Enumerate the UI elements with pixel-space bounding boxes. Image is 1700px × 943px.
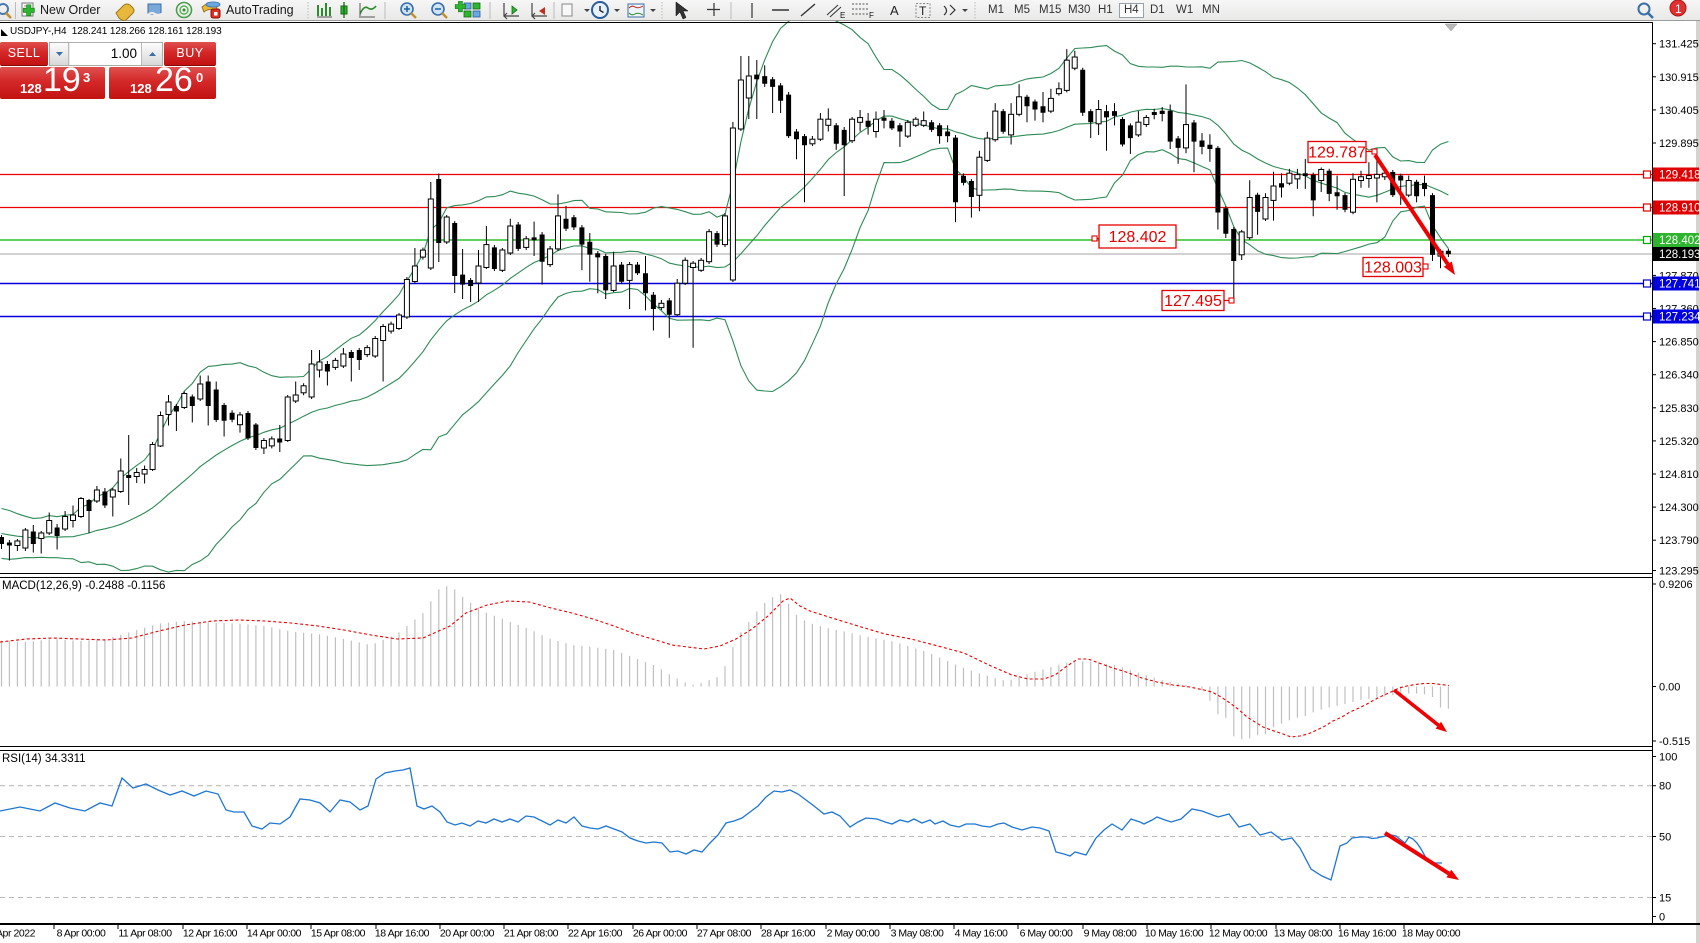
svg-text:6 May 00:00: 6 May 00:00 <box>1020 928 1073 940</box>
svg-text:130.915: 130.915 <box>1659 72 1699 84</box>
svg-text:20 Apr 00:00: 20 Apr 00:00 <box>440 928 495 940</box>
svg-text:15: 15 <box>1659 893 1671 905</box>
svg-text:0: 0 <box>1659 912 1665 924</box>
svg-text:128.003: 128.003 <box>1364 260 1422 277</box>
svg-text:80: 80 <box>1659 781 1671 793</box>
svg-text:4 May 16:00: 4 May 16:00 <box>955 928 1008 940</box>
svg-text:2 May 00:00: 2 May 00:00 <box>827 928 880 940</box>
svg-text:13 May 08:00: 13 May 08:00 <box>1274 928 1333 940</box>
svg-text:123.295: 123.295 <box>1659 566 1699 578</box>
svg-text:123.790: 123.790 <box>1659 535 1699 547</box>
svg-text:0.9206: 0.9206 <box>1659 579 1693 591</box>
svg-text:127.741: 127.741 <box>1659 279 1700 291</box>
svg-text:F: F <box>869 11 874 20</box>
svg-text:129.418: 129.418 <box>1659 170 1700 182</box>
svg-text:131.425: 131.425 <box>1659 39 1699 51</box>
svg-text:15 Apr 08:00: 15 Apr 08:00 <box>311 928 366 940</box>
svg-text:A: A <box>890 3 899 18</box>
svg-text:128.910: 128.910 <box>1659 203 1700 215</box>
svg-text:8 Apr 00:00: 8 Apr 00:00 <box>57 928 106 940</box>
svg-text:22 Apr 16:00: 22 Apr 16:00 <box>568 928 623 940</box>
svg-text:130.405: 130.405 <box>1659 105 1699 117</box>
svg-text:128.193: 128.193 <box>1659 249 1700 261</box>
svg-text:16 May 16:00: 16 May 16:00 <box>1338 928 1397 940</box>
svg-text:11 Apr 08:00: 11 Apr 08:00 <box>118 928 172 940</box>
svg-text:12 May 00:00: 12 May 00:00 <box>1209 928 1268 940</box>
svg-text:1: 1 <box>1675 2 1682 16</box>
svg-text:T: T <box>919 4 927 18</box>
svg-text:128.402: 128.402 <box>1109 229 1167 246</box>
svg-text:127.234: 127.234 <box>1659 312 1700 324</box>
svg-text:12 Apr 16:00: 12 Apr 16:00 <box>183 928 238 940</box>
svg-text:3 May 08:00: 3 May 08:00 <box>891 928 944 940</box>
svg-text:18 May 00:00: 18 May 00:00 <box>1402 928 1461 940</box>
svg-text:9 May 08:00: 9 May 08:00 <box>1084 928 1137 940</box>
svg-text:28 Apr 16:00: 28 Apr 16:00 <box>761 928 816 940</box>
svg-text:21 Apr 08:00: 21 Apr 08:00 <box>504 928 559 940</box>
svg-text:129.895: 129.895 <box>1659 138 1699 150</box>
svg-text:125.320: 125.320 <box>1659 436 1699 448</box>
svg-text:126.340: 126.340 <box>1659 370 1699 382</box>
svg-text:10 May 16:00: 10 May 16:00 <box>1145 928 1204 940</box>
svg-text:124.300: 124.300 <box>1659 502 1699 514</box>
svg-text:E: E <box>840 11 845 20</box>
svg-text:129.787: 129.787 <box>1308 145 1366 162</box>
svg-text:Apr 2022: Apr 2022 <box>0 928 36 940</box>
svg-text:128.402: 128.402 <box>1659 235 1700 247</box>
svg-text:124.810: 124.810 <box>1659 469 1699 481</box>
svg-text:127.495: 127.495 <box>1164 293 1222 310</box>
svg-text:-0.515: -0.515 <box>1659 736 1690 748</box>
svg-text:14 Apr 00:00: 14 Apr 00:00 <box>247 928 302 940</box>
svg-text:0.00: 0.00 <box>1659 682 1680 694</box>
svg-text:50: 50 <box>1659 832 1671 844</box>
svg-text:100: 100 <box>1659 752 1677 764</box>
svg-text:126.850: 126.850 <box>1659 337 1699 349</box>
svg-text:18 Apr 16:00: 18 Apr 16:00 <box>375 928 430 940</box>
svg-text:26 Apr 00:00: 26 Apr 00:00 <box>633 928 688 940</box>
svg-text:125.830: 125.830 <box>1659 403 1699 415</box>
svg-text:27 Apr 08:00: 27 Apr 08:00 <box>697 928 752 940</box>
